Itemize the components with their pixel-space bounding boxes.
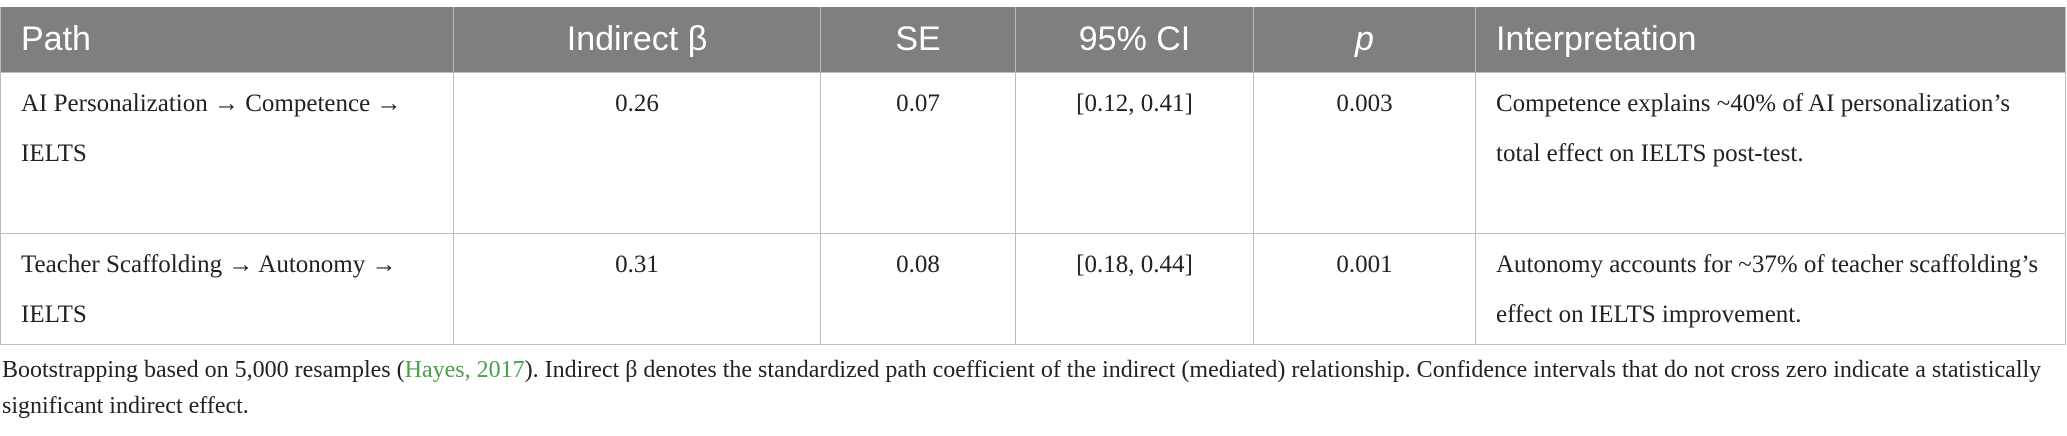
table-cell: AI Personalization → Competence → IELTS xyxy=(0,72,454,234)
table-cell: 0.31 xyxy=(453,233,821,345)
table-cell: 0.26 xyxy=(453,72,821,234)
header-row: Path Indirect β SE 95% CI p Interpretati… xyxy=(0,7,2066,73)
column-header: Path xyxy=(0,7,454,73)
table-cell: 0.003 xyxy=(1253,72,1476,234)
table-cell: 0.08 xyxy=(820,233,1016,345)
table-cell: [0.12, 0.41] xyxy=(1015,72,1254,234)
table-cell: 0.001 xyxy=(1253,233,1476,345)
footnote: Bootstrapping based on 5,000 resamples (… xyxy=(2,352,2062,424)
column-header: Interpretation xyxy=(1475,7,2066,73)
column-header: p xyxy=(1253,7,1476,73)
table-cell: 0.07 xyxy=(820,72,1016,234)
column-header: Indirect β xyxy=(453,7,821,73)
table-row: Teacher Scaffolding → Autonomy → IELTS 0.… xyxy=(0,233,2066,345)
table-cell: Competence explains ~40% of AI personali… xyxy=(1475,72,2066,234)
citation-link[interactable]: Hayes, 2017 xyxy=(404,357,525,383)
column-header: SE xyxy=(820,7,1016,73)
table-row: AI Personalization → Competence → IELTS 0… xyxy=(0,72,2066,234)
table-cell: Teacher Scaffolding → Autonomy → IELTS xyxy=(0,233,454,345)
column-header: 95% CI xyxy=(1015,7,1254,73)
footnote-text: ). Indirect β denotes the standardized p… xyxy=(2,357,2042,419)
footnote-text: Bootstrapping based on 5,000 resamples ( xyxy=(2,357,405,383)
table-body: AI Personalization → Competence → IELTS 0… xyxy=(0,72,2066,345)
results-table: Path Indirect β SE 95% CI p Interpretati… xyxy=(0,7,2066,345)
table-cell: Autonomy accounts for ~37% of teacher sc… xyxy=(1475,233,2066,345)
table-cell: [0.18, 0.44] xyxy=(1015,233,1254,345)
